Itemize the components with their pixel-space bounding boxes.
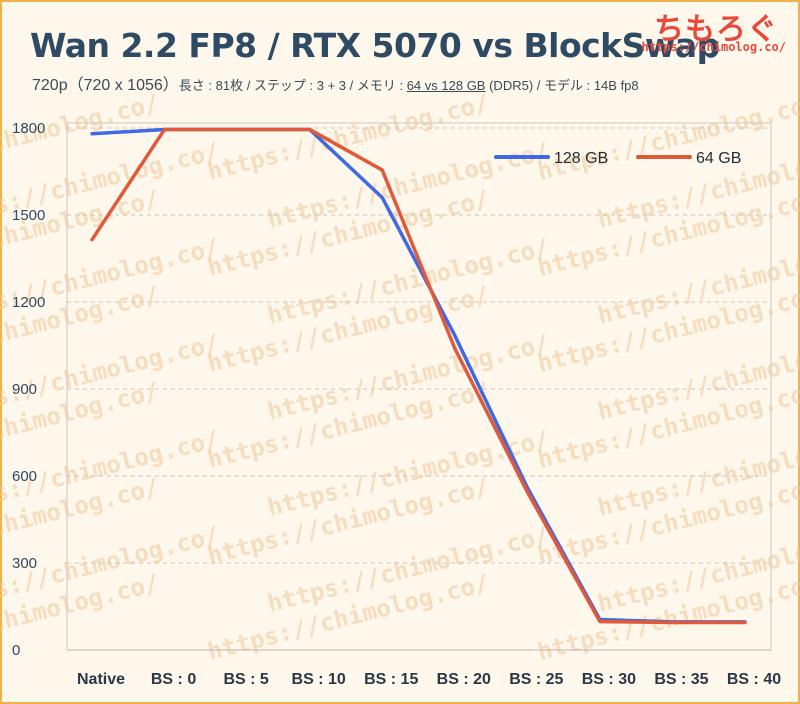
chart-title: Wan 2.2 FP8 / RTX 5070 vs BlockSwap xyxy=(30,26,720,65)
subtitle-memory: 64 vs 128 GB xyxy=(406,78,486,93)
y-tick-label: 1800 xyxy=(12,120,45,137)
x-tick-label: BS : 30 xyxy=(582,671,636,688)
chart-subtitle: 720p（720 x 1056）長さ : 81枚 / ステップ : 3 + 3 … xyxy=(32,71,639,95)
subtitle-resolution: 720p（720 x 1056） xyxy=(32,77,179,94)
legend-label: 64 GB xyxy=(696,150,741,167)
x-tick-label: BS : 25 xyxy=(509,671,563,688)
y-tick-label: 900 xyxy=(12,381,37,398)
x-tick-label: Native xyxy=(77,671,125,688)
x-tick-label: BS : 20 xyxy=(437,671,491,688)
legend-label: 128 GB xyxy=(554,150,608,167)
x-tick-label: BS : 0 xyxy=(151,671,196,688)
y-tick-label: 1200 xyxy=(12,294,45,311)
x-axis: Native BS : 0 BS : 5 BS : 10 BS : 15 BS : 20 B… xyxy=(77,671,781,688)
x-tick-label: BS : 35 xyxy=(654,671,708,688)
y-tick-label: 0 xyxy=(12,642,20,659)
x-tick-label: BS : 15 xyxy=(364,671,418,688)
watermark-layer: https://chimolog.co/https://chimolog.co/… xyxy=(0,89,800,666)
y-tick-label: 600 xyxy=(12,468,37,485)
y-tick-label: 1500 xyxy=(12,207,45,224)
x-tick-label: BS : 40 xyxy=(727,671,781,688)
brand-logo: ちもろぐ xyxy=(654,12,778,47)
subtitle-settings-post: (DDR5) / モデル : 14B fp8 xyxy=(485,78,639,93)
series-lines xyxy=(90,127,747,625)
brand-url: https://chimolog.co/ xyxy=(641,40,787,54)
legend: 128 GB 64 GB xyxy=(494,150,741,167)
series-line-64-gb xyxy=(90,127,747,625)
subtitle-settings-pre: 長さ : 81枚 / ステップ : 3 + 3 / メモリ : xyxy=(178,78,407,93)
x-tick-label: BS : 10 xyxy=(292,671,346,688)
y-axis: 0 300 600 900 1200 1500 1800 xyxy=(12,120,45,659)
gridlines xyxy=(67,127,771,651)
y-tick-label: 300 xyxy=(12,555,37,572)
x-tick-label: BS : 5 xyxy=(223,671,268,688)
